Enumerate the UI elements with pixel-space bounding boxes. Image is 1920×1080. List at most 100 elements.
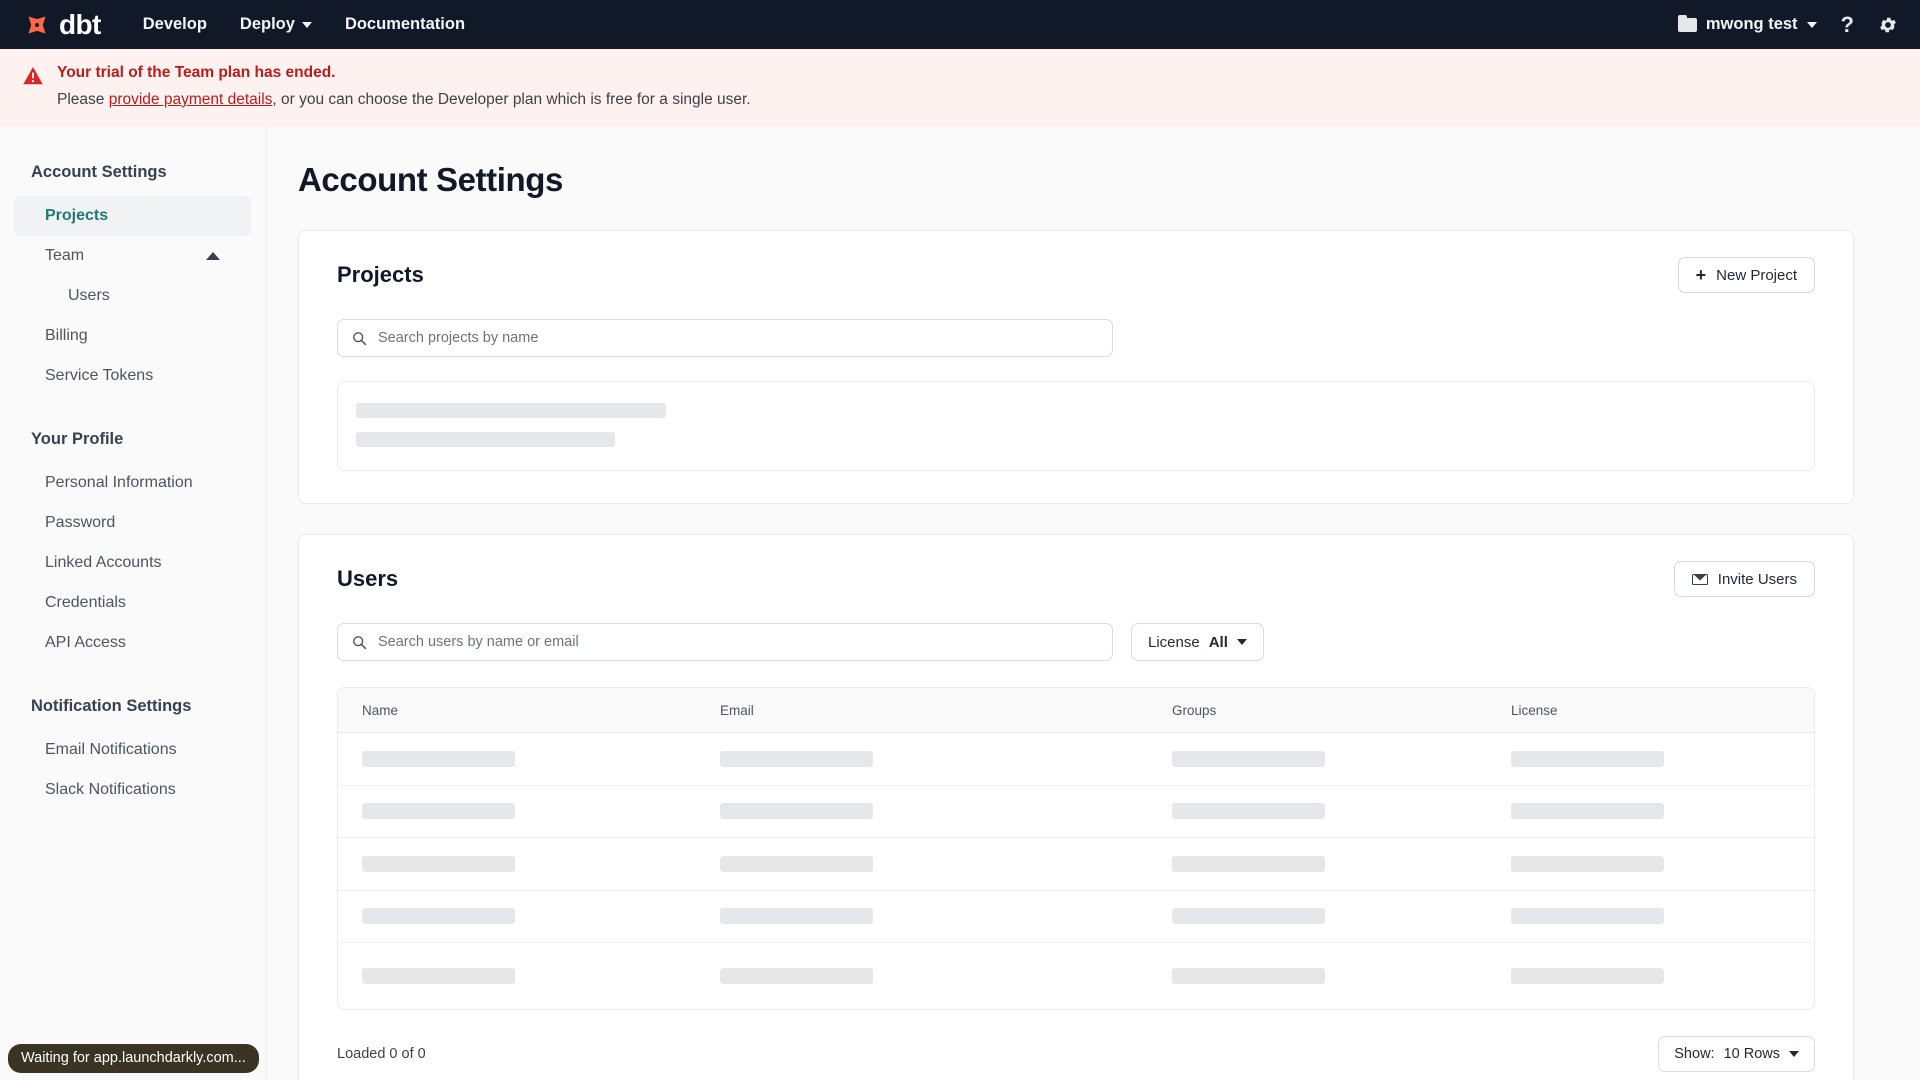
browser-status-toast: Waiting for app.launchdarkly.com...: [8, 1044, 259, 1073]
projects-card-header: Projects + New Project: [337, 257, 1815, 293]
page-title: Account Settings: [298, 161, 563, 198]
column-header-groups: Groups: [1172, 702, 1217, 718]
projects-filter-row: Search projects by name: [337, 319, 1815, 357]
skeleton-cell: [1511, 750, 1664, 767]
projects-loading-panel: [337, 381, 1815, 471]
skeleton-cell: [720, 908, 873, 925]
search-users-input[interactable]: Search users by name or email: [337, 623, 1113, 661]
skeleton-cell: [1172, 968, 1325, 984]
sidebar-item-slack-notifications[interactable]: Slack Notifications: [14, 770, 251, 810]
sidebar-item-label: Service Tokens: [45, 367, 154, 384]
sidebar-item-label: Users: [68, 287, 110, 304]
sidebar-item-credentials[interactable]: Credentials: [14, 583, 251, 623]
projects-card-title: Projects: [337, 262, 424, 287]
license-filter-value: All: [1208, 633, 1228, 651]
warning-triangle-icon: [22, 65, 44, 87]
dbt-wordmark: dbt: [59, 8, 101, 40]
sidebar-spacer: [0, 396, 265, 430]
account-name-label: mwong test: [1705, 15, 1798, 33]
gear-icon[interactable]: [1878, 15, 1898, 35]
dbt-logo[interactable]: dbt: [22, 10, 101, 40]
banner-text-block: Your trial of the Team plan has ended. P…: [57, 63, 751, 109]
projects-card: Projects + New Project Search projects b…: [298, 230, 1854, 504]
license-filter-label: License: [1148, 633, 1200, 651]
sidebar-section-title-account-settings: Account Settings: [31, 163, 167, 181]
sidebar-item-linked-accounts[interactable]: Linked Accounts: [14, 543, 251, 583]
loaded-count-label: Loaded 0 of 0: [337, 1046, 426, 1062]
skeleton-cell: [362, 968, 515, 984]
chevron-up-icon: [206, 252, 220, 260]
nav-link-deploy-label: Deploy: [239, 15, 295, 33]
chevron-down-icon: [1806, 21, 1817, 28]
rows-per-page-value: 10 Rows: [1723, 1046, 1780, 1062]
sidebar-item-label: Billing: [45, 327, 88, 344]
skeleton-cell: [362, 750, 515, 767]
question-mark-glyph: ?: [1840, 11, 1854, 37]
sidebar-section-title-notification-settings: Notification Settings: [31, 697, 192, 715]
sidebar-item-label: Linked Accounts: [45, 554, 162, 571]
sidebar-item-label: Password: [45, 514, 116, 531]
sidebar-item-team[interactable]: Team: [14, 236, 251, 276]
users-card-title: Users: [337, 566, 399, 591]
main-content: Account Settings Projects + New Project: [266, 127, 1920, 1080]
column-header-license: License: [1511, 702, 1558, 718]
trial-ended-banner: Your trial of the Team plan has ended. P…: [0, 49, 1920, 127]
sidebar-item-personal-information[interactable]: Personal Information: [14, 463, 251, 503]
sidebar-item-label: Projects: [45, 207, 109, 224]
invite-users-button-label: Invite Users: [1717, 570, 1797, 588]
table-row: [338, 786, 1814, 838]
sidebar-item-label: Email Notifications: [45, 741, 177, 758]
sidebar-item-billing[interactable]: Billing: [14, 316, 251, 356]
search-projects-input[interactable]: Search projects by name: [337, 319, 1113, 357]
license-filter-dropdown[interactable]: License All: [1131, 623, 1264, 661]
mouse-cursor: [266, 468, 267, 487]
folder-icon: [1677, 14, 1697, 32]
invite-users-button[interactable]: Invite Users: [1673, 561, 1815, 597]
table-row: [338, 733, 1814, 786]
nav-link-develop[interactable]: Develop: [143, 15, 207, 34]
skeleton-cell: [1172, 750, 1325, 767]
users-card-header: Users Invite Users: [337, 561, 1815, 597]
rows-per-page-label: Show:: [1674, 1046, 1715, 1062]
nav-link-develop-label: Develop: [142, 15, 207, 33]
top-navigation-bar: dbt Develop Deploy Documentation mwong t…: [0, 0, 1920, 49]
skeleton-cell: [1511, 908, 1664, 925]
sidebar-item-password[interactable]: Password: [14, 503, 251, 543]
sidebar-item-api-access[interactable]: API Access: [14, 623, 251, 663]
sidebar-item-service-tokens[interactable]: Service Tokens: [14, 356, 251, 396]
banner-subtitle: Please provide payment details, or you c…: [57, 91, 751, 109]
sidebar-item-projects[interactable]: Projects: [14, 196, 251, 236]
search-users-placeholder: Search users by name or email: [378, 634, 579, 650]
account-selector[interactable]: mwong test: [1677, 14, 1817, 34]
table-row: [338, 891, 1814, 943]
skeleton-cell: [720, 803, 873, 820]
table-row: [338, 943, 1814, 1009]
sidebar-item-label: Team: [45, 247, 85, 264]
skeleton-bar: [356, 432, 615, 447]
banner-sub-pre: Please: [57, 91, 109, 108]
skeleton-cell: [1511, 968, 1664, 984]
skeleton-cell: [1172, 908, 1325, 925]
nav-link-deploy[interactable]: Deploy: [240, 15, 312, 34]
provide-payment-details-link[interactable]: provide payment details: [108, 91, 273, 108]
column-header-email: Email: [720, 702, 754, 718]
new-project-button[interactable]: + New Project: [1677, 257, 1815, 293]
skeleton-cell: [720, 750, 873, 767]
skeleton-cell: [1511, 855, 1664, 872]
sidebar-item-label: API Access: [45, 634, 126, 651]
nav-link-documentation[interactable]: Documentation: [345, 15, 465, 34]
banner-sub-post: , or you can choose the Developer plan w…: [272, 91, 751, 108]
rows-per-page-dropdown[interactable]: Show: 10 Rows: [1658, 1036, 1815, 1072]
search-icon: [352, 331, 367, 346]
help-icon[interactable]: ?: [1841, 12, 1854, 38]
sidebar-section-title-your-profile: Your Profile: [31, 430, 124, 448]
skeleton-cell: [1172, 803, 1325, 820]
sidebar-item-users[interactable]: Users: [14, 276, 251, 316]
settings-sidebar: Account Settings Projects Team Users Bil…: [0, 127, 266, 1080]
sidebar-item-email-notifications[interactable]: Email Notifications: [14, 730, 251, 770]
page-body: Account Settings Projects Team Users Bil…: [0, 127, 1920, 1080]
sidebar-spacer: [0, 663, 265, 697]
nav-link-documentation-label: Documentation: [344, 15, 466, 33]
search-icon: [352, 635, 367, 650]
chevron-down-icon: [1236, 639, 1247, 645]
